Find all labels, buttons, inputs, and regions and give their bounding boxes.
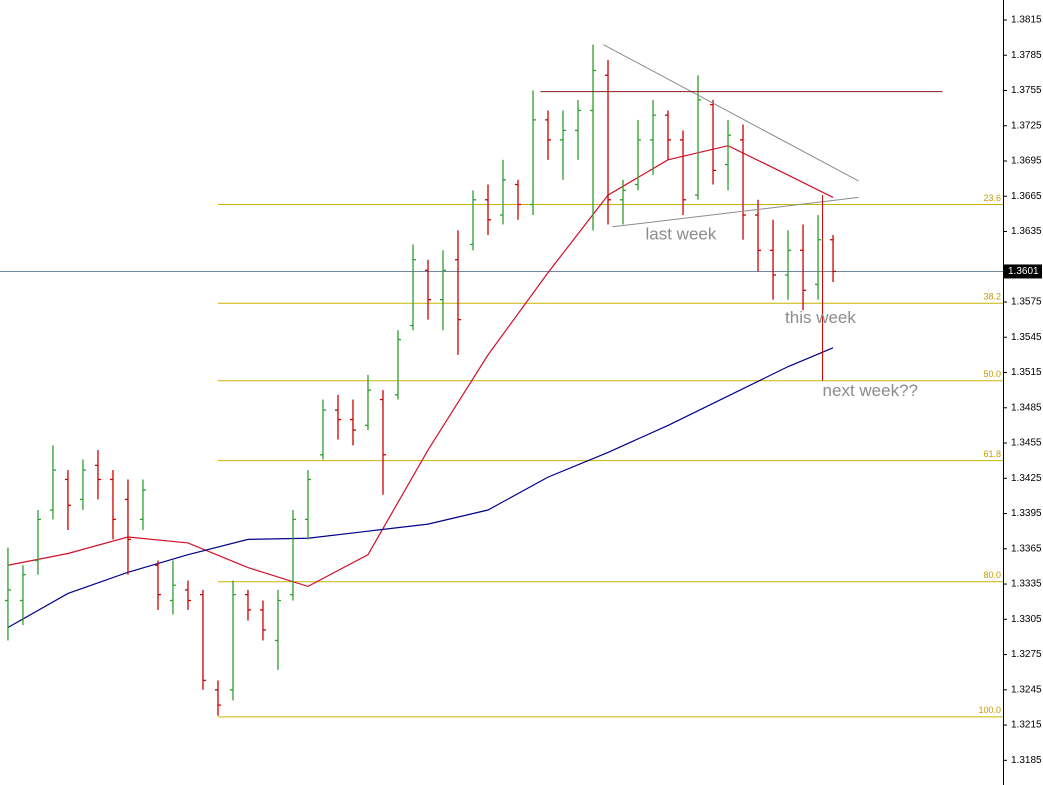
fib-label: 50.0 — [983, 369, 1001, 379]
fib-label: 80.0 — [983, 570, 1001, 580]
annotation: next week?? — [823, 381, 918, 400]
y-tick-label: 1.3275 — [1011, 649, 1042, 660]
y-tick-label: 1.3455 — [1011, 438, 1042, 449]
fib-label: 38.2 — [983, 292, 1001, 302]
y-tick-label: 1.3245 — [1011, 684, 1042, 695]
moving-average — [7, 145, 834, 588]
trend-line — [603, 44, 859, 182]
y-tick-label: 1.3215 — [1011, 720, 1042, 731]
y-tick-label: 1.3485 — [1011, 402, 1042, 413]
current-price-label: 1.3601 — [1008, 266, 1039, 277]
trend-line — [612, 196, 859, 228]
annotation: this week — [785, 308, 856, 327]
moving-average — [7, 347, 834, 629]
y-tick-label: 1.3335 — [1011, 579, 1042, 590]
fib-label: 100.0 — [978, 705, 1001, 715]
y-tick-label: 1.3185 — [1011, 755, 1042, 766]
y-tick-label: 1.3635 — [1011, 226, 1042, 237]
y-tick-label: 1.3725 — [1011, 120, 1042, 131]
y-tick-label: 1.3575 — [1011, 297, 1042, 308]
y-tick-label: 1.3425 — [1011, 473, 1042, 484]
y-tick-label: 1.3755 — [1011, 85, 1042, 96]
annotation: last week — [646, 225, 717, 244]
y-tick-label: 1.3305 — [1011, 614, 1042, 625]
y-tick-label: 1.3785 — [1011, 50, 1042, 61]
y-tick-label: 1.3365 — [1011, 543, 1042, 554]
fib-label: 61.8 — [983, 449, 1001, 459]
y-tick-label: 1.3515 — [1011, 367, 1042, 378]
fib-label: 23.6 — [983, 193, 1001, 203]
y-tick-label: 1.3545 — [1011, 332, 1042, 343]
y-tick-label: 1.3395 — [1011, 508, 1042, 519]
y-tick-label: 1.3695 — [1011, 156, 1042, 167]
y-tick-label: 1.3815 — [1011, 15, 1042, 26]
current-price-box — [1004, 264, 1042, 279]
y-tick-label: 1.3665 — [1011, 191, 1042, 202]
